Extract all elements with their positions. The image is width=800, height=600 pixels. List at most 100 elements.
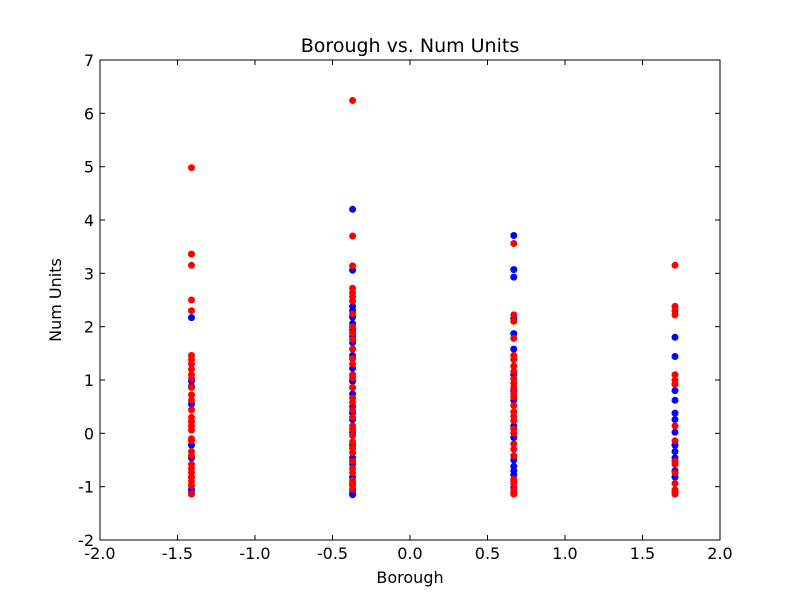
data-point	[671, 261, 679, 269]
data-point	[510, 317, 518, 325]
y-tick-label: 3	[84, 264, 94, 283]
data-point	[510, 240, 518, 247]
data-point	[510, 402, 518, 410]
y-tick-label: 1	[84, 371, 94, 390]
data-point	[188, 296, 195, 304]
data-point	[671, 422, 679, 430]
data-point	[188, 406, 195, 414]
data-points	[188, 97, 679, 499]
y-tick-label: 2	[84, 318, 94, 337]
data-point	[671, 428, 679, 436]
data-point	[671, 396, 679, 404]
data-point	[510, 452, 518, 460]
x-tick-label: 2.0	[707, 544, 732, 563]
data-point	[188, 365, 195, 373]
data-point	[671, 311, 679, 319]
data-point	[349, 374, 357, 382]
data-point	[349, 310, 357, 318]
x-tick-label: -2.0	[84, 544, 115, 563]
data-point	[510, 232, 518, 239]
data-point	[349, 438, 357, 446]
data-point	[510, 330, 518, 338]
y-tick-label: 7	[84, 51, 94, 70]
data-point	[671, 490, 679, 498]
data-point	[510, 490, 518, 498]
axis-ticks: -2.0 -1.5 -1.0 -0.5 0.0 0.5 1.0 1.5 2.0 -2 -1 0 1 2 3 4…	[78, 51, 733, 563]
data-point	[349, 425, 357, 433]
data-point	[349, 413, 357, 421]
data-point	[349, 262, 357, 270]
data-point	[349, 355, 357, 363]
x-axis-label: Borough	[376, 568, 443, 587]
x-tick-label: -1.0	[239, 544, 270, 563]
chart-title: Borough vs. Num Units	[301, 35, 519, 57]
data-point	[671, 416, 679, 423]
data-point	[510, 356, 518, 364]
data-point	[510, 362, 518, 370]
plot-frame	[99, 59, 721, 541]
data-point	[510, 429, 518, 437]
data-point	[349, 97, 357, 104]
y-tick-label: 0	[84, 424, 94, 443]
data-point	[188, 250, 195, 258]
x-tick-label: -1.5	[162, 544, 193, 563]
y-tick-label: 4	[84, 211, 94, 230]
data-point	[510, 445, 518, 453]
data-point	[188, 314, 195, 322]
data-point	[671, 387, 679, 395]
data-point	[188, 437, 195, 445]
y-tick-label: 5	[84, 158, 94, 177]
data-point	[510, 273, 518, 281]
data-point	[671, 480, 679, 487]
data-point	[188, 482, 195, 490]
data-point	[188, 307, 195, 315]
data-point	[510, 384, 518, 391]
data-point	[188, 391, 195, 399]
data-point	[349, 406, 357, 414]
data-point	[349, 384, 357, 391]
data-point	[671, 333, 679, 341]
data-point	[188, 261, 195, 269]
data-point	[349, 329, 357, 337]
y-tick-label: -2	[78, 531, 94, 550]
data-point	[188, 490, 195, 498]
data-point	[510, 480, 518, 487]
data-point	[188, 396, 195, 404]
data-point	[188, 360, 195, 368]
data-point	[188, 375, 195, 383]
x-tick-label: 1.0	[552, 544, 577, 563]
data-point	[671, 371, 679, 379]
data-point	[510, 393, 518, 401]
data-point	[349, 360, 357, 368]
data-point	[188, 426, 195, 434]
data-point	[671, 380, 679, 388]
y-tick-label: 6	[84, 104, 94, 123]
data-point	[671, 460, 679, 468]
data-point	[671, 437, 679, 445]
x-tick-label: 0.0	[397, 544, 422, 563]
data-point	[349, 476, 357, 484]
data-point	[349, 336, 357, 343]
data-point	[349, 232, 357, 240]
y-tick-label: -1	[78, 478, 94, 497]
data-point	[188, 452, 195, 460]
data-point	[349, 485, 357, 493]
data-point	[510, 345, 518, 353]
data-point	[349, 449, 357, 456]
x-tick-label: 1.5	[630, 544, 655, 563]
data-point	[349, 491, 357, 499]
data-point	[671, 469, 679, 477]
data-point	[671, 353, 679, 360]
data-point	[671, 448, 679, 455]
data-point	[349, 345, 357, 353]
data-point	[188, 164, 195, 172]
data-point	[188, 384, 195, 391]
data-point	[510, 334, 518, 342]
data-point	[349, 398, 357, 406]
data-point	[349, 457, 357, 465]
data-point	[510, 440, 518, 448]
data-point	[510, 417, 518, 424]
data-point	[510, 311, 518, 319]
x-tick-label: 0.5	[475, 544, 500, 563]
